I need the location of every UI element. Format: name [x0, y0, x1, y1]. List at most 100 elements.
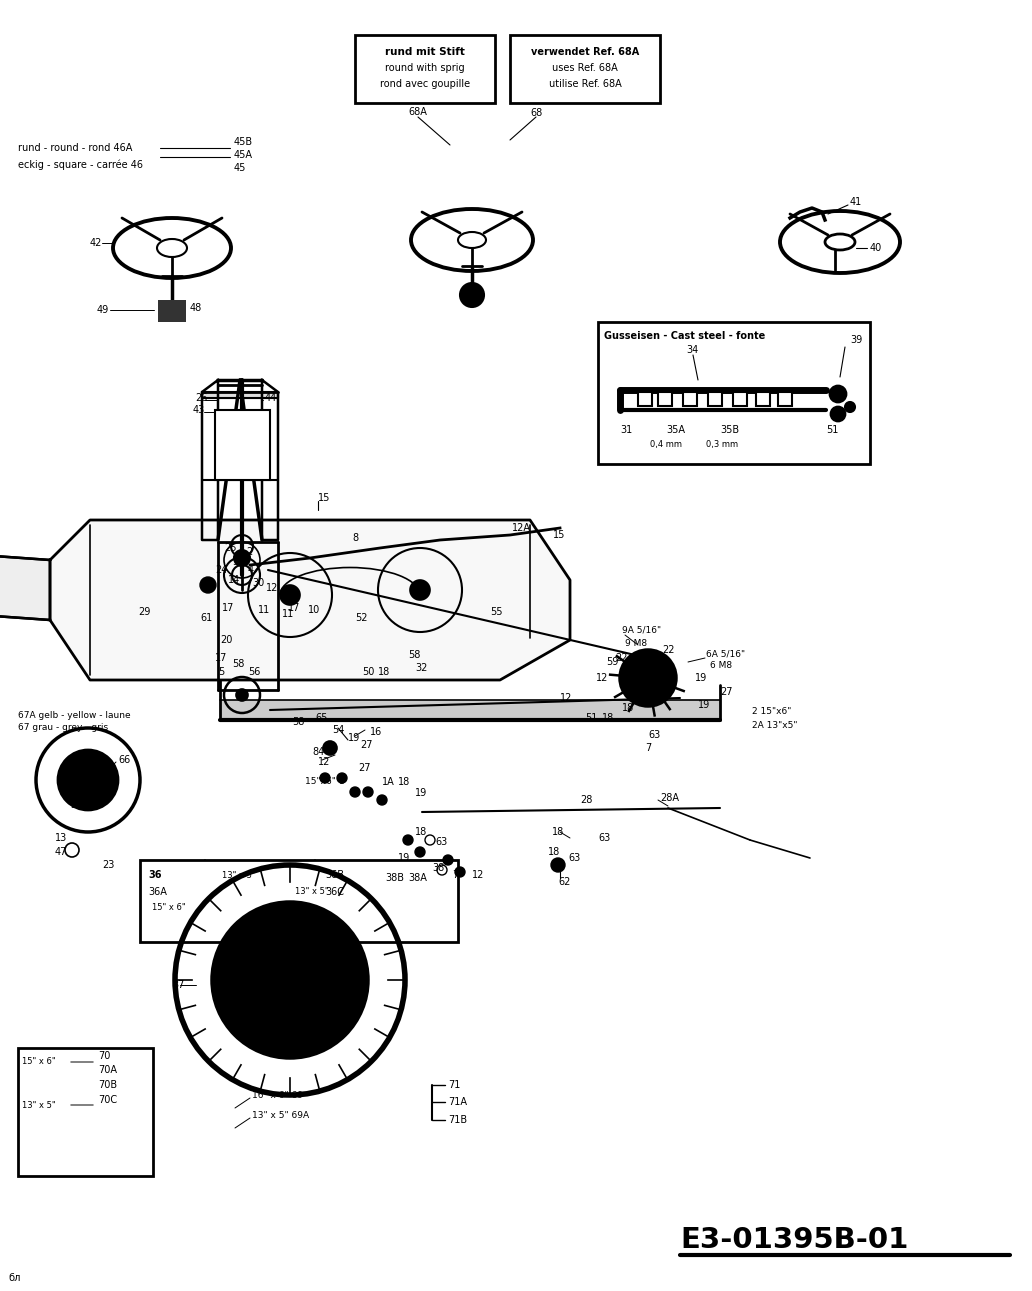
Text: 40: 40 [870, 243, 882, 253]
Circle shape [234, 550, 250, 565]
Ellipse shape [825, 234, 854, 250]
Text: 15: 15 [318, 493, 330, 503]
Circle shape [845, 402, 854, 412]
Text: 32: 32 [415, 664, 427, 673]
Text: 38A 38: 38A 38 [70, 788, 104, 797]
Text: 18: 18 [398, 777, 411, 788]
Text: 12: 12 [596, 673, 609, 683]
Text: 45A: 45A [234, 150, 253, 160]
Text: Gusseisen - Cast steel - fonte: Gusseisen - Cast steel - fonte [604, 330, 766, 341]
Circle shape [212, 902, 368, 1059]
Text: 34: 34 [686, 345, 699, 355]
Text: 9A 5/16": 9A 5/16" [622, 626, 662, 634]
Text: 59: 59 [232, 556, 245, 567]
Text: 58: 58 [408, 649, 420, 660]
Circle shape [236, 689, 248, 701]
Text: 84: 84 [312, 747, 324, 757]
Text: 58: 58 [292, 717, 304, 727]
Text: 48: 48 [190, 303, 202, 312]
Text: verwendet Ref. 68A: verwendet Ref. 68A [530, 46, 639, 57]
Text: 31: 31 [620, 425, 633, 435]
Text: 52: 52 [355, 613, 367, 624]
Text: 19: 19 [398, 853, 411, 862]
Text: 15"x6" 1: 15"x6" 1 [305, 777, 345, 786]
Text: 12: 12 [560, 693, 573, 704]
Text: 18: 18 [548, 847, 560, 857]
Circle shape [443, 855, 453, 865]
Text: 14: 14 [228, 574, 240, 585]
Text: 19: 19 [348, 733, 360, 744]
Circle shape [377, 795, 387, 806]
Text: uses Ref. 68A: uses Ref. 68A [552, 63, 618, 74]
Text: 23: 23 [102, 860, 115, 870]
Text: 6 M8: 6 M8 [710, 661, 732, 670]
Text: 41: 41 [850, 198, 863, 207]
Circle shape [255, 945, 325, 1015]
Text: 7: 7 [452, 870, 458, 880]
Circle shape [350, 788, 360, 797]
Text: 18: 18 [622, 704, 635, 713]
Text: 71: 71 [448, 1081, 460, 1090]
Circle shape [323, 741, 337, 755]
Text: 37: 37 [172, 980, 185, 990]
Text: 20: 20 [220, 635, 232, 646]
Text: 6A 5/16": 6A 5/16" [706, 649, 745, 658]
Text: 13" x 5" 69A: 13" x 5" 69A [252, 1110, 310, 1119]
Text: 0,4 mm: 0,4 mm [650, 439, 682, 448]
Text: 15" x 6": 15" x 6" [152, 904, 186, 913]
Text: 70C: 70C [98, 1095, 117, 1105]
Text: 29: 29 [138, 607, 151, 617]
Text: 67A gelb - yellow - laune: 67A gelb - yellow - laune [18, 710, 131, 719]
Text: 38A: 38A [408, 873, 427, 883]
Bar [140, 860, 458, 942]
Bar [756, 392, 770, 405]
Text: 70B: 70B [98, 1081, 117, 1090]
Text: 12: 12 [266, 584, 279, 593]
Text: 59: 59 [606, 657, 618, 667]
Bar [215, 411, 270, 480]
Text: 19: 19 [200, 580, 213, 590]
Bar [18, 1048, 153, 1176]
Text: 38: 38 [432, 862, 444, 873]
Circle shape [337, 773, 347, 784]
Circle shape [620, 649, 676, 706]
Polygon shape [202, 392, 278, 398]
Text: 71B: 71B [448, 1115, 467, 1124]
Ellipse shape [157, 239, 187, 257]
Bar [658, 392, 672, 405]
Text: 63: 63 [436, 837, 447, 847]
Circle shape [638, 667, 658, 688]
Text: 47: 47 [55, 847, 67, 857]
Text: 28: 28 [580, 795, 592, 806]
Text: 38B: 38B [385, 873, 404, 883]
Text: 18: 18 [602, 713, 614, 723]
Text: 68A: 68A [408, 107, 427, 117]
Bar [778, 392, 792, 405]
Text: 30: 30 [252, 578, 264, 587]
Circle shape [200, 577, 216, 593]
Text: 36A: 36A [148, 887, 167, 897]
Text: 54: 54 [332, 726, 345, 735]
Text: 13" x 5": 13" x 5" [22, 1100, 56, 1109]
Text: 18: 18 [415, 828, 427, 837]
Text: 4: 4 [248, 565, 254, 574]
Ellipse shape [458, 232, 486, 248]
Text: 49: 49 [97, 305, 109, 315]
Text: 67 grau - grey - gris: 67 grau - grey - gris [18, 723, 108, 732]
Text: 5: 5 [218, 667, 224, 676]
Bar [598, 321, 870, 463]
Circle shape [830, 386, 846, 402]
Text: 61: 61 [200, 613, 213, 624]
Text: rund mit Stift: rund mit Stift [385, 46, 465, 57]
Text: 70: 70 [98, 1051, 110, 1061]
Circle shape [280, 585, 300, 605]
Circle shape [410, 580, 430, 600]
Text: 13" x 5": 13" x 5" [295, 887, 328, 896]
Circle shape [58, 750, 118, 809]
Text: 13" x 5": 13" x 5" [222, 870, 256, 879]
Text: 7: 7 [645, 744, 651, 753]
Circle shape [460, 283, 484, 307]
Text: 44: 44 [265, 392, 278, 403]
Text: rund - round - rond 46A: rund - round - rond 46A [18, 143, 132, 154]
Text: round with sprig: round with sprig [385, 63, 464, 74]
